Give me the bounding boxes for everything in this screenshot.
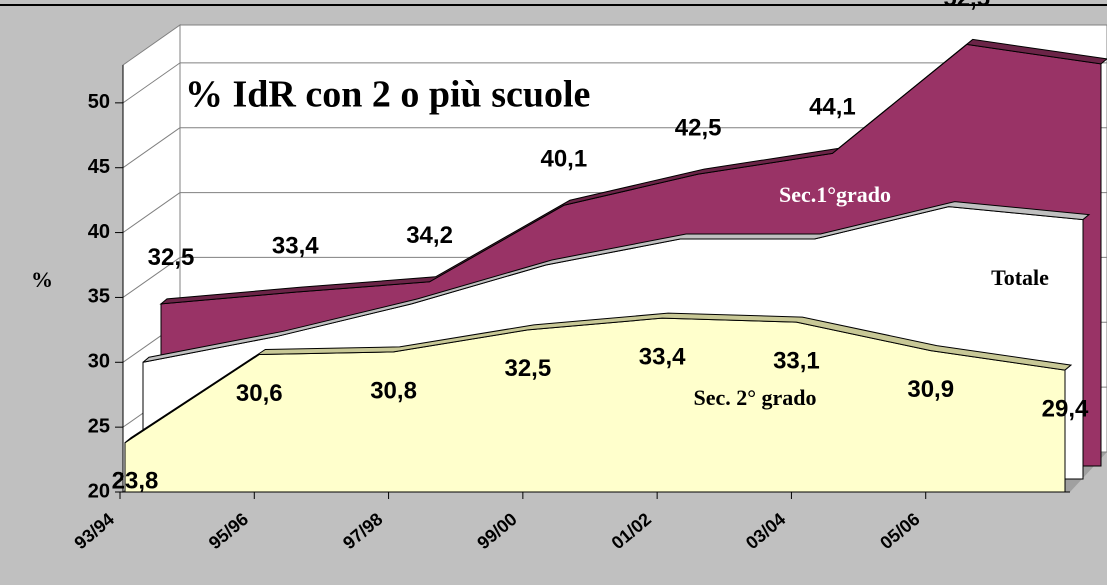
data-label: 23,8 [112, 467, 159, 494]
data-label: 44,1 [809, 94, 856, 121]
data-label: 33,4 [639, 344, 686, 371]
data-label: 30,9 [907, 376, 954, 403]
y-tick-label: 35 [88, 286, 110, 308]
y-axis-label: % [31, 267, 53, 292]
y-tick-label: 25 [88, 415, 110, 437]
data-label: 30,6 [236, 380, 283, 407]
data-label: 40,1 [540, 146, 587, 173]
y-tick-label: 45 [88, 156, 110, 178]
data-label: 29,4 [1042, 395, 1089, 422]
grid-line [122, 192, 181, 233]
grid-line [122, 62, 181, 104]
series-label: Totale [991, 265, 1049, 290]
grid-line [122, 127, 181, 169]
y-tick-label: 40 [88, 221, 110, 243]
data-label: 42,5 [675, 114, 722, 141]
chart-title: % IdR con 2 o più scuole [185, 74, 590, 116]
y-tick-label: 50 [88, 91, 110, 113]
data-label: 52,5 [943, 0, 990, 12]
data-label: 30,8 [370, 377, 417, 404]
y-tick-label: 30 [88, 351, 110, 373]
data-label: 33,4 [272, 233, 319, 260]
data-label: 33,1 [773, 347, 820, 374]
area-edge [142, 201, 1091, 363]
data-label: 34,2 [406, 222, 453, 249]
series-label: Sec.1°grado [779, 182, 891, 207]
data-label: 32,5 [504, 355, 551, 382]
area-edge [159, 38, 1107, 305]
grid-line [122, 257, 181, 298]
area-edge [124, 312, 1073, 444]
series-label: Sec. 2° grado [693, 385, 816, 410]
y-tick-label: 20 [88, 480, 110, 502]
data-label: 32,5 [148, 244, 195, 271]
